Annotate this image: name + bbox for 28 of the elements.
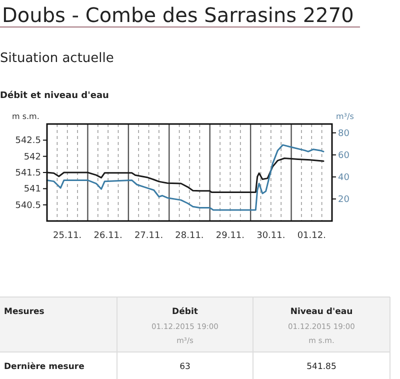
chart-title: Doubs - Combe des Sarrasins 2270 [2, 3, 354, 27]
x-tick-label: 29.11. [216, 231, 245, 241]
x-tick-label: 28.11. [175, 231, 204, 241]
y-tick-label: 541.5 [15, 168, 41, 178]
y-tick-label: 542.5 [15, 136, 41, 146]
x-tick-label: 30.11. [256, 231, 286, 241]
y2-tick-label: 40 [338, 172, 350, 183]
y2-tick-label: 80 [338, 128, 350, 139]
y-tick-label: 540.5 [15, 200, 41, 211]
y-tick-label: 542 [24, 152, 41, 162]
text: 63 [180, 362, 190, 372]
line-series [46, 144, 324, 211]
chart-subtitle: Situation actuelle [0, 51, 114, 66]
text: Dernière mesure [4, 362, 85, 372]
text: Mesures [4, 307, 44, 317]
text: Débit et niveau d'eau [0, 90, 109, 101]
x-tick-label: 26.11. [94, 231, 122, 241]
x-tick-label: 01.12. [297, 231, 326, 241]
y2-tick-label: 60 [338, 150, 350, 161]
y2-tick-label: 20 [338, 194, 350, 205]
x-tick-label: 27.11. [134, 231, 164, 241]
y2-axis-title: m³/s [336, 112, 354, 121]
text: Débit [172, 307, 198, 317]
text: 541.85 [306, 362, 336, 372]
x-tick-label: 25.11. [53, 231, 82, 241]
y-tick-label: 541 [24, 184, 41, 195]
y-axis-title: m s.m. [12, 112, 40, 121]
text: Niveau d'eau [290, 307, 353, 317]
